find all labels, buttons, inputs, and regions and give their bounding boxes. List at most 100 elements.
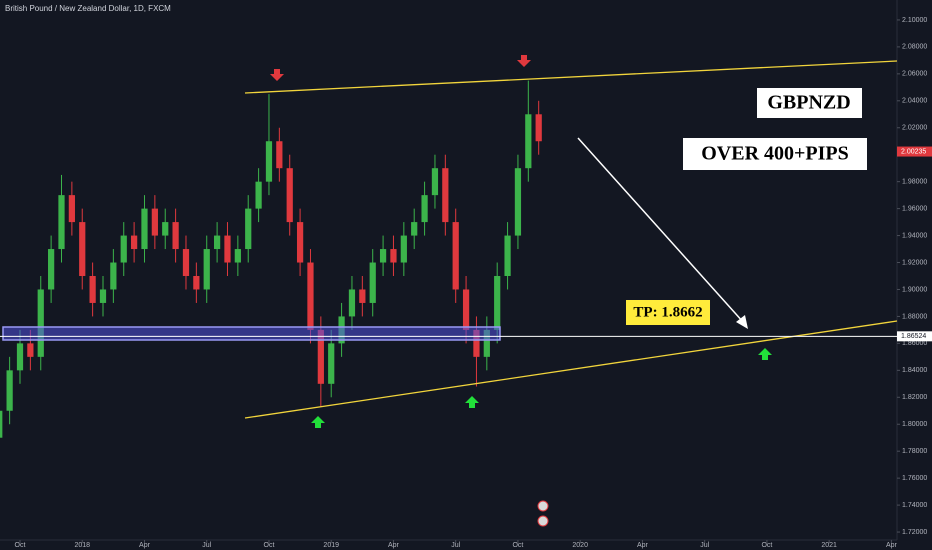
candle-body (193, 275, 200, 290)
candle-body (182, 249, 190, 276)
y-tick-label: 1.86000 (902, 340, 927, 347)
candle-body (120, 235, 127, 263)
y-tick-label: 1.94000 (902, 232, 927, 239)
y-tick-label: 1.78000 (902, 448, 927, 455)
x-tick-label: Oct (512, 542, 523, 549)
arrow-head (736, 315, 748, 329)
y-tick-label: 1.92000 (902, 259, 927, 266)
candle-body (494, 275, 501, 330)
candle-body (141, 208, 148, 250)
x-tick-label: Oct (761, 542, 772, 549)
candle-body (390, 249, 397, 263)
last-price-box (897, 146, 932, 157)
up-arrow (758, 348, 772, 360)
y-tick-label: 1.82000 (902, 394, 927, 401)
level-label-box (897, 331, 932, 342)
event-icon[interactable] (537, 500, 549, 512)
y-tick-label: 2.06000 (902, 71, 927, 78)
y-tick-label: 1.84000 (902, 367, 927, 374)
label-box (757, 88, 862, 118)
candle-body (234, 249, 241, 263)
candle-body (421, 195, 428, 223)
label-box (626, 300, 710, 325)
x-tick-label: Jul (451, 542, 460, 549)
candle-body (317, 329, 324, 384)
candle-body (99, 289, 107, 303)
candle-body (27, 343, 34, 357)
candle-body (265, 141, 273, 182)
label-box (683, 138, 867, 170)
x-tick-label: Apr (388, 542, 400, 549)
candle-body (379, 249, 387, 263)
projection-arrow (577, 137, 745, 324)
y-tick-label: 2.02000 (902, 125, 927, 132)
y-tick-label: 1.98000 (902, 179, 927, 186)
candle-body (525, 114, 532, 169)
lower-trendline (244, 320, 898, 419)
x-tick-label: Oct (15, 542, 26, 549)
candle-body (400, 235, 407, 263)
x-tick-label: 2019 (323, 542, 339, 549)
candle-body (131, 235, 138, 250)
candle-body (110, 262, 117, 290)
x-tick-label: Apr (886, 542, 898, 549)
candle-body (48, 249, 55, 290)
y-tick-label: 1.76000 (902, 475, 927, 482)
annotation: TP: 1.8662 (633, 304, 702, 320)
candle-body (276, 141, 283, 169)
candle-body (89, 275, 96, 303)
candle-body (58, 195, 65, 250)
candle-body (213, 235, 221, 250)
x-tick-label: Apr (139, 542, 151, 549)
candle-body (224, 235, 231, 263)
y-tick-label: 1.72000 (902, 529, 927, 536)
candle-body (79, 222, 86, 276)
event-icon[interactable] (537, 515, 549, 527)
candle-body (452, 222, 459, 290)
y-tick-label: 1.88000 (902, 313, 927, 320)
candle-body (245, 208, 252, 250)
candle-body (359, 289, 366, 303)
y-tick-label: 1.80000 (902, 421, 927, 428)
x-tick-label: 2021 (821, 542, 837, 549)
candle-body (286, 168, 293, 223)
candle-body (514, 168, 522, 236)
level-label: 1.86524 (901, 333, 926, 340)
x-tick-label: 2020 (572, 542, 588, 549)
candle-body (6, 370, 13, 411)
x-tick-label: Jul (202, 542, 211, 549)
chart-title: British Pound / New Zealand Dollar, 1D, … (5, 4, 171, 13)
candle-body (431, 168, 439, 196)
candle-body (68, 195, 75, 223)
candle-body (0, 410, 3, 438)
y-tick-label: 2.10000 (902, 17, 927, 24)
upper-trendline (244, 60, 898, 94)
up-arrow (465, 396, 479, 408)
up-arrow (311, 416, 325, 428)
plot-area (0, 80, 542, 438)
y-tick-label: 2.04000 (902, 98, 927, 105)
last-price-label: 2.00235 (901, 148, 926, 155)
candle-body (162, 222, 169, 236)
y-tick-label: 1.90000 (902, 286, 927, 293)
candle-body (483, 329, 490, 357)
x-tick-label: Apr (637, 542, 649, 549)
down-arrow (270, 69, 284, 81)
candle-body (369, 262, 376, 303)
annotation: OVER 400+PIPS (701, 143, 849, 165)
candle-body (255, 181, 262, 209)
x-tick-label: Oct (264, 542, 275, 549)
candle-body (307, 262, 314, 330)
candle-body (473, 329, 480, 357)
candle-body (37, 289, 44, 357)
candle-body (462, 289, 470, 330)
annotation: GBPNZD (767, 92, 850, 114)
y-tick-label: 1.74000 (902, 502, 927, 509)
support-zone (2, 326, 501, 341)
x-tick-label: Jul (700, 542, 709, 549)
down-arrow (517, 55, 531, 67)
candle-body (504, 235, 511, 276)
candle-body (296, 222, 304, 263)
candle-body (535, 114, 542, 142)
